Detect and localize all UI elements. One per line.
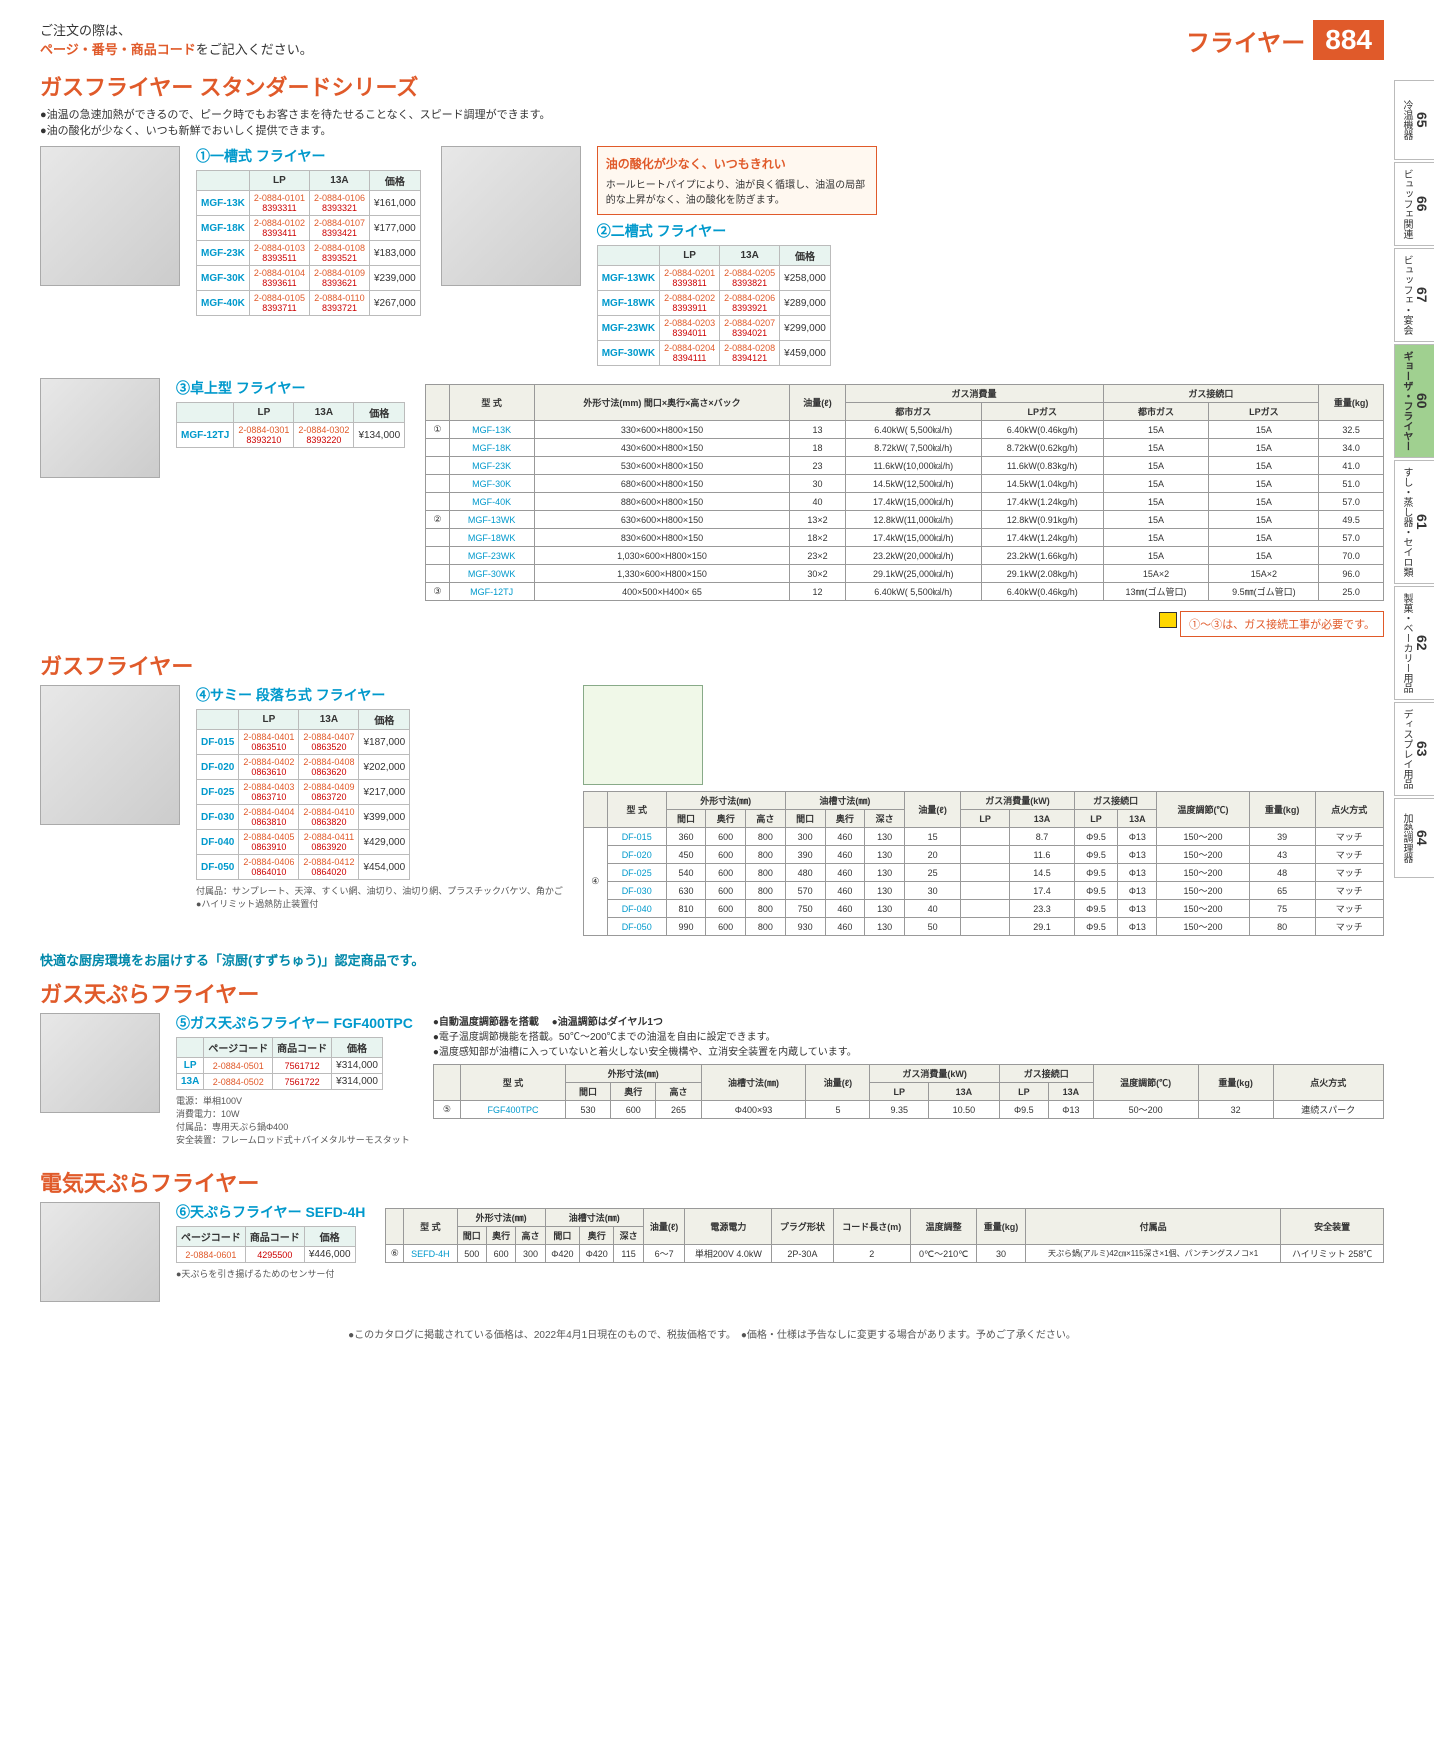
bullet: ●電子温度調節機能を搭載。50℃～200℃までの油温を自由に設定できます。 xyxy=(433,1028,1384,1043)
product6-code-table: ページコード商品コード価格2-0884-06014295500¥446,000 xyxy=(176,1226,356,1263)
page-number: 884 xyxy=(1313,20,1384,60)
product4-note: 付属品：サンプレート、天滓、すくい網、油切り、油切り網、プラスチックバケツ、角か… xyxy=(196,884,563,910)
side-tab: 67ビュッフェ・宴会 xyxy=(1394,248,1434,342)
side-tab: 63ディスプレイ用品 xyxy=(1394,702,1434,796)
bullet: ●油温の急速加熱ができるので、ピーク時でもお客さまを待たせることなく、スピード調… xyxy=(40,106,1384,122)
callout-title: 油の酸化が少なく、いつもきれい xyxy=(606,155,868,172)
product4-code-table: LP13A価格DF-0152-0884-040108635102-0884-04… xyxy=(196,709,410,880)
product6-note: ●天ぷらを引き揚げるためのセンサー付 xyxy=(176,1267,365,1280)
page-title: フライヤー xyxy=(1186,23,1305,58)
page-header: ご注文の際は、 ページ・番号・商品コードをご記入ください。 フライヤー 884 xyxy=(40,20,1384,60)
footer-note: ●このカタログに掲載されている価格は、2022年4月1日現在のもので、税抜価格で… xyxy=(40,1326,1384,1341)
product6-block: ⑥天ぷらフライヤー SEFD-4H ページコード商品コード価格2-0884-06… xyxy=(40,1202,365,1302)
feature2: ●油温調節はダイヤル1つ xyxy=(552,1017,663,1028)
product6-name: ⑥天ぷらフライヤー SEFD-4H xyxy=(176,1202,365,1222)
product5-image xyxy=(40,1013,160,1113)
side-tab: 60ギョーザ・フライヤー xyxy=(1394,344,1434,458)
callout-body: ホールヒートパイプにより、油が良く循環し、油温の局部的な上昇がなく、油の酸化を防… xyxy=(606,176,868,206)
side-tab: 64加熱調理器 xyxy=(1394,798,1434,878)
order-note: ご注文の際は、 ページ・番号・商品コードをご記入ください。 xyxy=(40,20,313,58)
warning-icon xyxy=(1159,612,1177,628)
spec2-table: 型 式外形寸法(㎜)油槽寸法(㎜)油量(ℓ)ガス消費量(kW)ガス接続口温度調節… xyxy=(583,791,1384,936)
product1-image xyxy=(40,146,180,286)
product5-block: ⑤ガス天ぷらフライヤー FGF400TPC ページコード商品コード価格LP2-0… xyxy=(40,1013,413,1146)
product1-block: ①一槽式 フライヤー LP13A価格MGF-13K2-0884-01018393… xyxy=(40,146,421,316)
diagram xyxy=(583,685,703,785)
product2-image xyxy=(441,146,581,286)
product4-name: ④サミー 段落ち式 フライヤー xyxy=(196,685,563,705)
section4-title: 電気天ぷらフライヤー xyxy=(40,1166,1384,1198)
product1-name: ①一槽式 フライヤー xyxy=(196,146,421,166)
product3-name: ③卓上型 フライヤー xyxy=(176,378,405,398)
section3-title: ガス天ぷらフライヤー xyxy=(40,977,1384,1009)
section2-title: ガスフライヤー xyxy=(40,649,1384,681)
spec4-table: 型 式外形寸法(㎜)油槽寸法(㎜)油量(ℓ)電源電力プラグ形状コード長さ(m)温… xyxy=(385,1208,1384,1263)
section3-subtitle: 快適な厨房環境をお届けする「涼厨(すずちゅう)」認定商品です。 xyxy=(40,950,1384,969)
product5-code-table: ページコード商品コード価格LP2-0884-05017561712¥314,00… xyxy=(176,1037,383,1090)
product2-name: ②二槽式 フライヤー xyxy=(597,221,877,241)
bullet: ●温度感知部が油槽に入っていないと着火しない安全機構や、立消安全装置を内蔵してい… xyxy=(433,1043,1384,1058)
product3-block: ③卓上型 フライヤー LP13A価格MGF-12TJ2-0884-0301839… xyxy=(40,378,405,478)
section1-bullets: ●油温の急速加熱ができるので、ピーク時でもお客さまを待たせることなく、スピード調… xyxy=(40,106,1384,138)
spec3-table: 型 式外形寸法(㎜)油槽寸法(㎜)油量(ℓ)ガス消費量(kW)ガス接続口温度調節… xyxy=(433,1064,1384,1119)
feature1: ●自動温度調節器を搭載 xyxy=(433,1017,539,1028)
product5-note: 電源：単相100V 消費電力：10W 付属品：専用天ぷら鍋Φ400 安全装置：フ… xyxy=(176,1094,413,1146)
product1-code-table: LP13A価格MGF-13K2-0884-010183933112-0884-0… xyxy=(196,170,421,316)
order-note-post: をご記入ください。 xyxy=(196,42,313,57)
side-tab: 62製菓・ベーカリー用品 xyxy=(1394,586,1434,700)
product4-image xyxy=(40,685,180,825)
product3-code-table: LP13A価格MGF-12TJ2-0884-030183932102-0884-… xyxy=(176,402,405,448)
product5-name: ⑤ガス天ぷらフライヤー FGF400TPC xyxy=(176,1013,413,1033)
feature-row: ●自動温度調節器を搭載 ●油温調節はダイヤル1つ xyxy=(433,1013,1384,1028)
order-note-pre: ご注文の際は、 xyxy=(40,23,131,38)
side-tab: 65冷温機器 xyxy=(1394,80,1434,160)
side-tab: 66ビュッフェ関連 xyxy=(1394,162,1434,246)
info-box: ①～③は、ガス接続工事が必要です。 xyxy=(1180,611,1384,637)
section1-title: ガスフライヤー スタンダードシリーズ xyxy=(40,70,1384,102)
callout-box: 油の酸化が少なく、いつもきれい ホールヒートパイプにより、油が良く循環し、油温の… xyxy=(597,146,877,215)
side-tab: 61すし・蒸し器・セイロ類 xyxy=(1394,460,1434,584)
bullet: ●油の酸化が少なく、いつも新鮮でおいしく提供できます。 xyxy=(40,122,1384,138)
side-tabs: 65冷温機器66ビュッフェ関連67ビュッフェ・宴会60ギョーザ・フライヤー61す… xyxy=(1394,80,1444,880)
product4-block: ④サミー 段落ち式 フライヤー LP13A価格DF-0152-0884-0401… xyxy=(40,685,563,910)
product6-image xyxy=(40,1202,160,1302)
spec1-table: 型 式外形寸法(mm) 間口×奥行×高さ×バック油量(ℓ)ガス消費量ガス接続口重… xyxy=(425,384,1384,601)
product2-code-table: LP13A価格MGF-13WK2-0884-020183938112-0884-… xyxy=(597,245,831,366)
product3-image xyxy=(40,378,160,478)
product2-block: 油の酸化が少なく、いつもきれい ホールヒートパイプにより、油が良く循環し、油温の… xyxy=(441,146,877,366)
order-note-em: ページ・番号・商品コード xyxy=(40,42,196,57)
page-title-block: フライヤー 884 xyxy=(1186,20,1384,60)
